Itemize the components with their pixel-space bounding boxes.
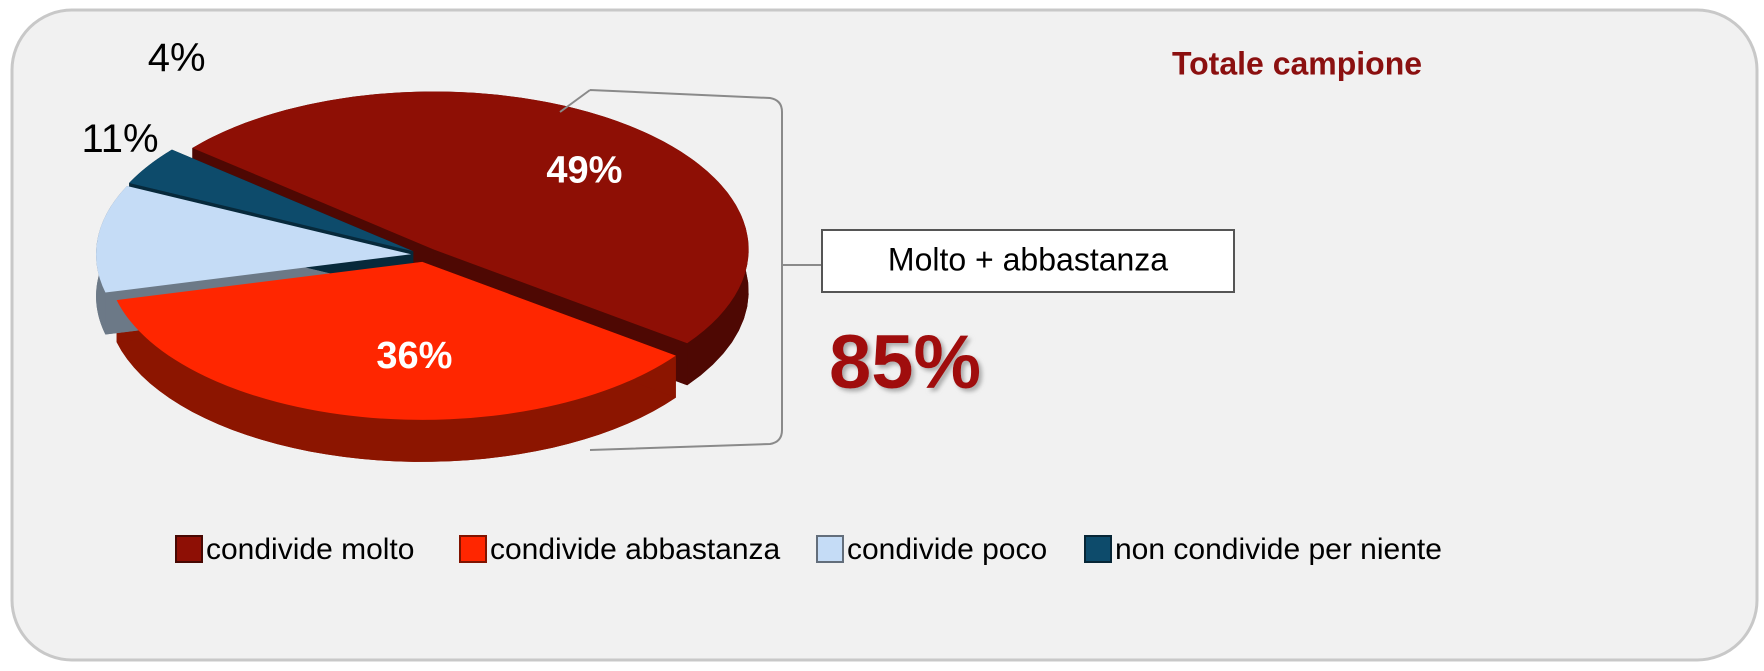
bracket [559, 89, 822, 451]
legend-swatch [1084, 535, 1112, 563]
chart-title: Totale campione [1172, 45, 1422, 81]
data-label: 49% [546, 150, 622, 192]
pie [96, 91, 749, 462]
slice [192, 91, 749, 344]
legend-label: condivide abbastanza [490, 533, 781, 566]
legend-label: condivide poco [847, 533, 1047, 566]
data-label: 4% [148, 36, 206, 80]
slice [96, 186, 412, 293]
legend: condivide molto condivide abbastanza condi… [175, 533, 1442, 566]
annotation-total: 85% [829, 320, 981, 405]
legend-label: non condivide per niente [1115, 533, 1442, 566]
data-label: 11% [82, 117, 159, 161]
legend-label: condivide molto [206, 533, 414, 566]
slice [129, 149, 414, 252]
slice [116, 261, 676, 420]
legend-swatch [175, 535, 203, 563]
data-label: 36% [376, 335, 452, 377]
annotation-text: Molto + abbastanza [888, 241, 1168, 277]
slice-side [192, 91, 749, 386]
slice-side [116, 300, 676, 462]
legend-swatch [459, 535, 487, 563]
annotation-box [821, 229, 1235, 293]
legend-swatch [816, 535, 844, 563]
